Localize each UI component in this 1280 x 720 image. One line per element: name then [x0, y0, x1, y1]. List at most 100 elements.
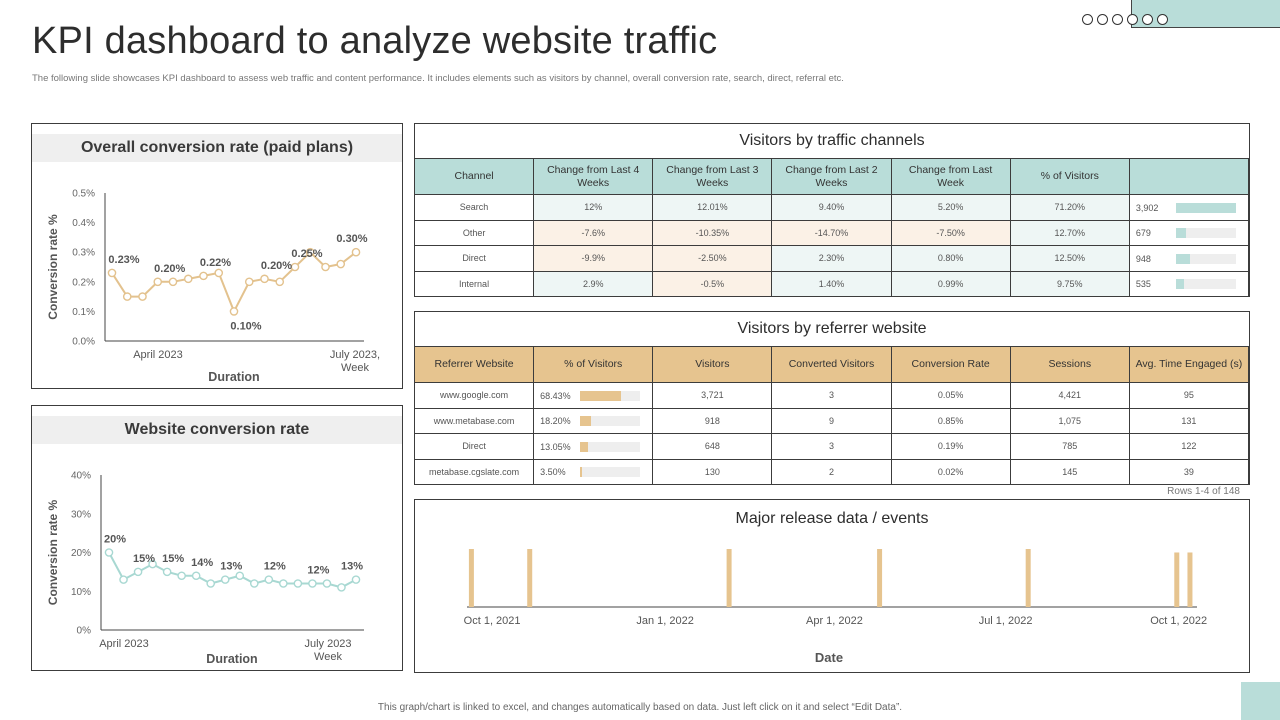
bar-track	[580, 441, 641, 452]
y-axis-title: Conversion rate %	[46, 214, 60, 320]
data-point	[308, 579, 317, 588]
table-cell: 1,075	[1009, 407, 1130, 434]
bar-fill	[1175, 279, 1185, 290]
column-header: % of Visitors	[1009, 158, 1130, 195]
data-label: 13%	[341, 561, 363, 573]
bar-cell: 948	[1128, 245, 1250, 272]
table-cell: 4,421	[1009, 382, 1130, 409]
change-cell: 2.30%	[771, 245, 892, 272]
decor-corner-block	[1241, 682, 1280, 720]
data-point	[293, 579, 303, 588]
channel-cell: Search	[413, 194, 535, 221]
table-cell: 39	[1128, 458, 1250, 485]
bar-track	[1175, 253, 1236, 264]
data-point	[229, 307, 239, 316]
release-events-panel: Major release data / events Oct 1, 2021 J…	[414, 499, 1250, 673]
x-tick-label: Jan 1, 2022	[636, 615, 694, 627]
table-cell: 2	[771, 458, 892, 485]
table-cell: 0.19%	[890, 433, 1011, 460]
percent-cell: 9.75%	[1009, 270, 1130, 297]
bar-fill	[1175, 228, 1187, 239]
site-cell: www.google.com	[413, 382, 535, 409]
table-cell: 122	[1128, 433, 1250, 460]
event-bar	[1174, 552, 1180, 607]
bar-cell: 679	[1128, 219, 1250, 246]
table-row: Internal 2.9% -0.5% 1.40% 0.99% 9.75% 535	[413, 270, 1250, 297]
decor-dot	[1082, 14, 1093, 25]
bar-cell-value: 679	[1135, 228, 1151, 239]
overall-conversion-title: Overall conversion rate (paid plans)	[32, 134, 402, 162]
x-axis-title: Date	[815, 650, 843, 665]
percent-cell: 71.20%	[1009, 194, 1130, 221]
page-title: KPI dashboard to analyze website traffic	[32, 20, 718, 62]
y-tick-label: 0.1%	[72, 307, 95, 318]
data-point	[220, 575, 230, 584]
x-axis-title: Duration	[206, 652, 257, 666]
bar-track	[1175, 279, 1236, 290]
column-header: Channel	[413, 158, 535, 195]
data-point	[322, 579, 332, 588]
table-row: Other -7.6% -10.35% -14.70% -7.50% 12.70% 679	[413, 219, 1250, 246]
data-point	[279, 579, 288, 588]
y-tick-label: 0.5%	[72, 189, 95, 200]
decor-dot	[1157, 14, 1168, 25]
bar-cell-value: 3.50%	[540, 467, 566, 478]
change-cell: 12%	[533, 194, 654, 221]
website-conversion-panel: Website conversion rate 0% 10% 20% 30% 40% Ap…	[31, 405, 403, 671]
overall-conversion-panel: Overall conversion rate (paid plans) 0.0…	[31, 123, 403, 389]
bar-track	[1175, 202, 1236, 213]
column-header: Change from Last Week	[890, 158, 1011, 195]
table-cell: 785	[1009, 433, 1130, 460]
data-point	[177, 571, 186, 581]
referrer-table: Referrer Website % of Visitors Visitors …	[413, 346, 1250, 485]
table-row: metabase.cgslate.com 3.50% 130 2 0.02% 145 39	[413, 458, 1250, 485]
footer-note: This graph/chart is linked to excel, and…	[377, 702, 903, 713]
data-point	[133, 567, 143, 577]
event-bar	[468, 549, 474, 607]
data-point	[138, 292, 147, 301]
change-cell: 9.40%	[771, 194, 892, 221]
y-tick-label: 30%	[71, 509, 91, 520]
data-point	[244, 277, 254, 287]
bar-fill	[580, 416, 592, 427]
column-header: Avg. Time Engaged (s)	[1128, 346, 1250, 383]
change-cell: 2.9%	[533, 270, 654, 297]
bar-cell-value: 948	[1135, 253, 1151, 264]
x-tick-label: July 2023,	[330, 349, 380, 361]
data-point	[351, 575, 361, 584]
y-tick-label: 40%	[71, 471, 91, 482]
decor-dot	[1112, 14, 1123, 25]
table-cell: 0.85%	[890, 407, 1011, 434]
data-point	[162, 567, 172, 577]
bar-fill	[580, 467, 583, 478]
decor-dot	[1142, 14, 1153, 25]
overall-conversion-chart: 0.0% 0.1% 0.2% 0.3% 0.4% 0.5% April 2023 July 2…	[46, 189, 380, 385]
data-point	[305, 247, 315, 257]
change-cell: -7.6%	[533, 219, 654, 246]
data-label: 15%	[162, 553, 184, 565]
data-point	[206, 579, 216, 588]
bar-cell-value: 535	[1135, 279, 1151, 290]
change-cell: -7.50%	[890, 219, 1011, 246]
data-label: 12%	[264, 561, 286, 573]
decor-dot	[1097, 14, 1108, 25]
column-header: Change from Last 2 Weeks	[771, 158, 892, 195]
y-tick-label: 0.0%	[72, 337, 95, 348]
bar-cell: 68.43%	[533, 382, 654, 409]
change-cell: 0.99%	[890, 270, 1011, 297]
table-row: www.metabase.com 18.20% 918 9 0.85% 1,075 131	[413, 407, 1250, 434]
change-cell: -9.9%	[533, 245, 654, 272]
table-cell: 95	[1128, 382, 1250, 409]
y-tick-label: 0.4%	[72, 218, 95, 229]
data-label: 15%	[133, 553, 155, 565]
decor-rectangle	[1131, 0, 1280, 28]
data-point	[104, 548, 114, 557]
bar-fill	[1175, 202, 1236, 213]
x-tick-label: July 2023	[304, 638, 351, 650]
bar-fill	[580, 441, 588, 452]
data-label: 12%	[307, 565, 329, 577]
referrer-panel: Visitors by referrer website Referrer We…	[413, 311, 1250, 485]
table-cell: 3	[771, 433, 892, 460]
release-events-title: Major release data / events	[735, 510, 929, 527]
